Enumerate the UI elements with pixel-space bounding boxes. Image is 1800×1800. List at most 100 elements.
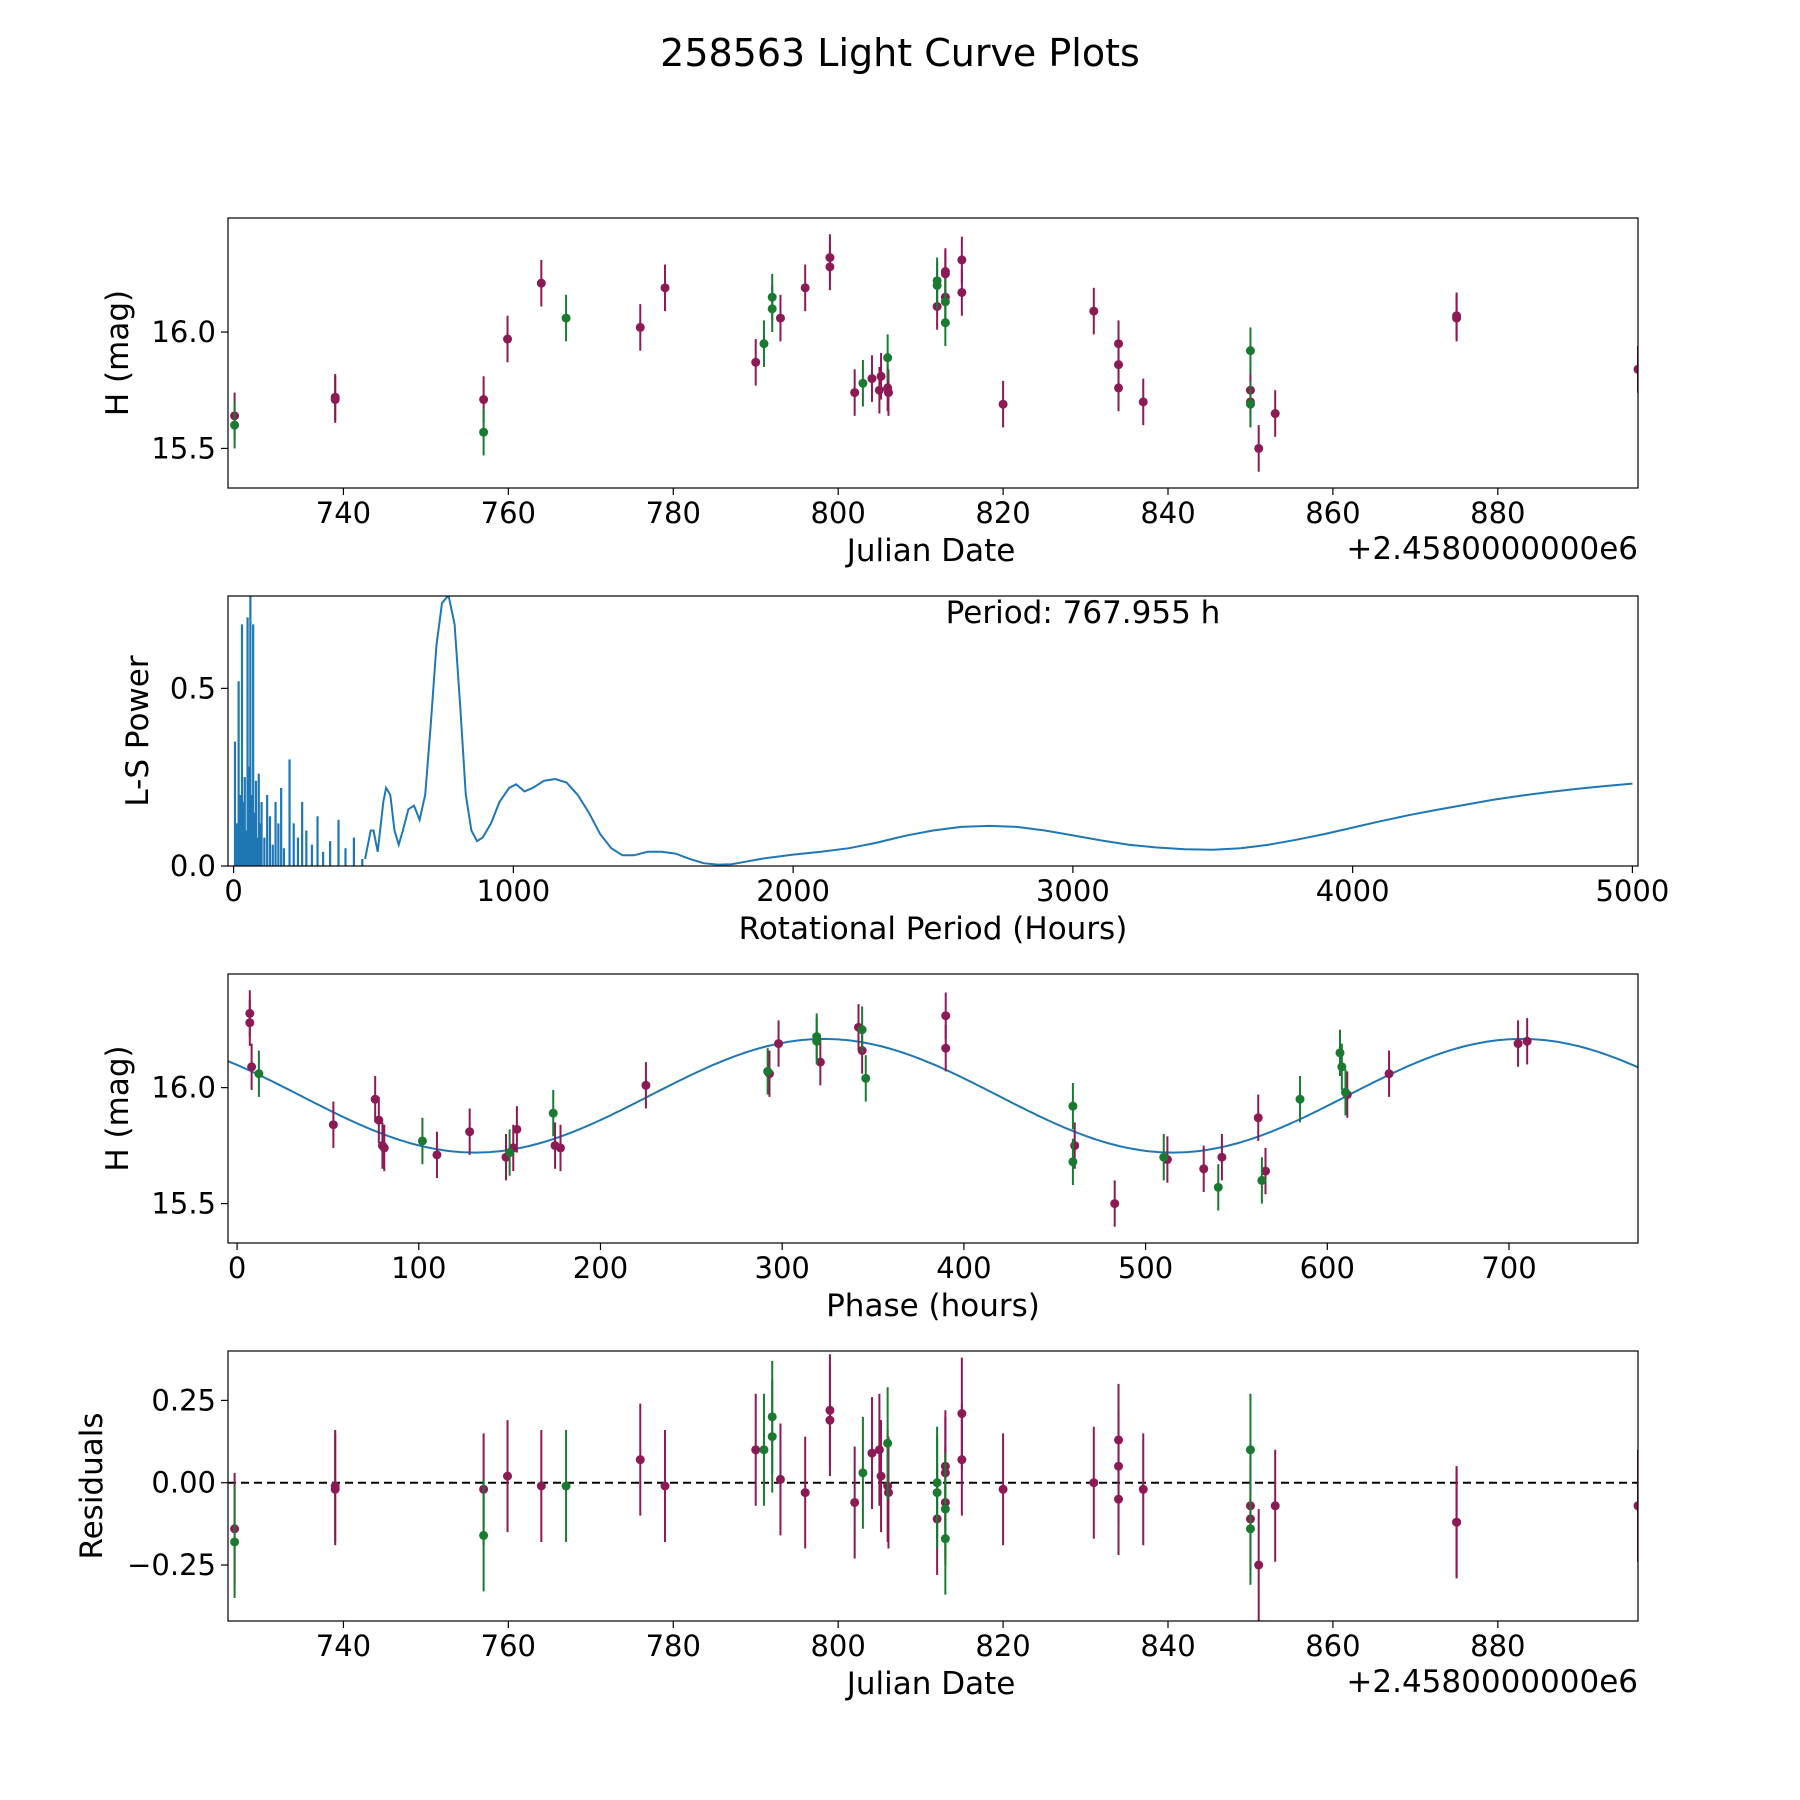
x-tick-label: 740: [316, 1629, 371, 1663]
x-tick-label: 740: [316, 496, 371, 530]
data-point: [850, 1497, 860, 1507]
plot-area: [228, 1354, 1638, 1621]
model-curve: [228, 1037, 1638, 1154]
y-axis-label: H (mag): [100, 1045, 136, 1171]
x-tick-label: 3000: [1036, 874, 1110, 908]
axes-frame: [227, 595, 1639, 867]
panels: 740 760 780 800 820 840 860 880 15.5 16.0 Julian D…: [74, 217, 1669, 1702]
x-tick-label: 780: [646, 496, 701, 530]
data-point: [876, 371, 886, 381]
data-point: [230, 1537, 240, 1547]
data-point: [505, 1148, 515, 1158]
x-tick-label: 300: [755, 1251, 810, 1285]
panel-lightcurve: 740 760 780 800 820 840 860 880 15.5 16.0 Julian D…: [100, 217, 1639, 569]
y-tick-label: 16.0: [151, 1071, 216, 1105]
x-tick-label: 600: [1300, 1251, 1355, 1285]
data-point: [858, 378, 868, 388]
data-point: [1270, 1501, 1280, 1511]
data-point: [465, 1127, 475, 1137]
x-tick-label: 0: [228, 1251, 246, 1285]
data-point: [957, 255, 967, 265]
y-tick-label: −0.25: [127, 1548, 216, 1582]
data-point: [379, 1143, 389, 1153]
series-filter-B: [254, 1006, 1350, 1211]
data-point: [641, 1080, 651, 1090]
x-tick-label: 800: [810, 496, 865, 530]
data-point: [503, 334, 513, 344]
data-point: [548, 1108, 558, 1118]
data-point: [660, 1481, 670, 1491]
data-point: [417, 1136, 427, 1146]
x-tick-label: 500: [1118, 1251, 1173, 1285]
axes-frame: [227, 217, 1639, 489]
x-tick-label: 1000: [476, 874, 550, 908]
periodogram-line: [364, 596, 1633, 866]
series-filter-B: [230, 257, 1255, 456]
y-tick-label: 0.5: [170, 671, 216, 705]
data-point: [1257, 1175, 1267, 1185]
data-point: [247, 1062, 257, 1072]
data-point: [1138, 397, 1148, 407]
data-point: [1245, 1524, 1255, 1534]
data-point: [767, 1432, 777, 1442]
data-point: [328, 1120, 338, 1130]
data-point: [1633, 364, 1638, 374]
data-point: [245, 1018, 255, 1028]
x-offset-label: +2.4580000000e6: [1346, 1664, 1638, 1700]
data-point: [941, 1043, 951, 1053]
data-point: [858, 1468, 868, 1478]
data-point: [812, 1036, 822, 1046]
figure-title: 258563 Light Curve Plots: [660, 31, 1140, 75]
data-point: [800, 283, 810, 293]
data-point: [1138, 1484, 1148, 1494]
data-point: [883, 388, 893, 398]
x-axis-label: Phase (hours): [826, 1288, 1040, 1324]
x-tick-label: 820: [975, 496, 1030, 530]
data-point: [932, 1488, 942, 1498]
y-tick-label: 16.0: [151, 315, 216, 349]
data-point: [1245, 346, 1255, 356]
data-point: [1254, 443, 1264, 453]
data-point: [751, 1445, 761, 1455]
y-tick-label: 15.5: [151, 1187, 216, 1221]
data-point: [1114, 383, 1124, 393]
data-point: [1159, 1152, 1169, 1162]
data-point: [1245, 1445, 1255, 1455]
x-tick-label: 880: [1470, 496, 1525, 530]
data-point: [998, 1484, 1008, 1494]
panel-periodogram: 0 1000 2000 3000 4000 5000 0.0 0.5 Rotational Pe…: [120, 595, 1669, 947]
data-point: [479, 427, 489, 437]
data-point: [861, 1073, 871, 1083]
data-point: [1253, 1113, 1263, 1123]
axes-frame: [227, 973, 1639, 1244]
data-point: [561, 313, 571, 323]
x-tick-label: 200: [573, 1251, 628, 1285]
y-axis-label: L-S Power: [120, 655, 156, 806]
data-point: [815, 1057, 825, 1067]
data-point: [1335, 1048, 1345, 1058]
data-point: [957, 1455, 967, 1465]
data-point: [800, 1488, 810, 1498]
data-point: [775, 313, 785, 323]
data-point: [940, 1534, 950, 1544]
data-point: [1522, 1036, 1532, 1046]
x-axis-label: Rotational Period (Hours): [739, 911, 1128, 947]
data-point: [1254, 1560, 1264, 1570]
plot-area: [228, 990, 1638, 1227]
panel-residuals: 740 760 780 800 820 840 860 880 0.25 0.00 −0.25 Jul…: [74, 1350, 1639, 1702]
y-axis-label: Residuals: [74, 1412, 110, 1559]
x-axis-label: Julian Date: [845, 1666, 1016, 1702]
y-axis-label: H (mag): [100, 290, 136, 416]
data-point: [254, 1069, 264, 1079]
data-point: [561, 1481, 571, 1491]
y-tick-label: 15.5: [151, 431, 216, 465]
data-point: [635, 322, 645, 332]
x-tick-label: 2000: [756, 874, 830, 908]
data-point: [230, 420, 240, 430]
x-tick-label: 760: [481, 496, 536, 530]
plot-area: [230, 234, 1638, 472]
data-point: [1337, 1062, 1347, 1072]
data-point: [1089, 1478, 1099, 1488]
data-point: [1114, 1494, 1124, 1504]
